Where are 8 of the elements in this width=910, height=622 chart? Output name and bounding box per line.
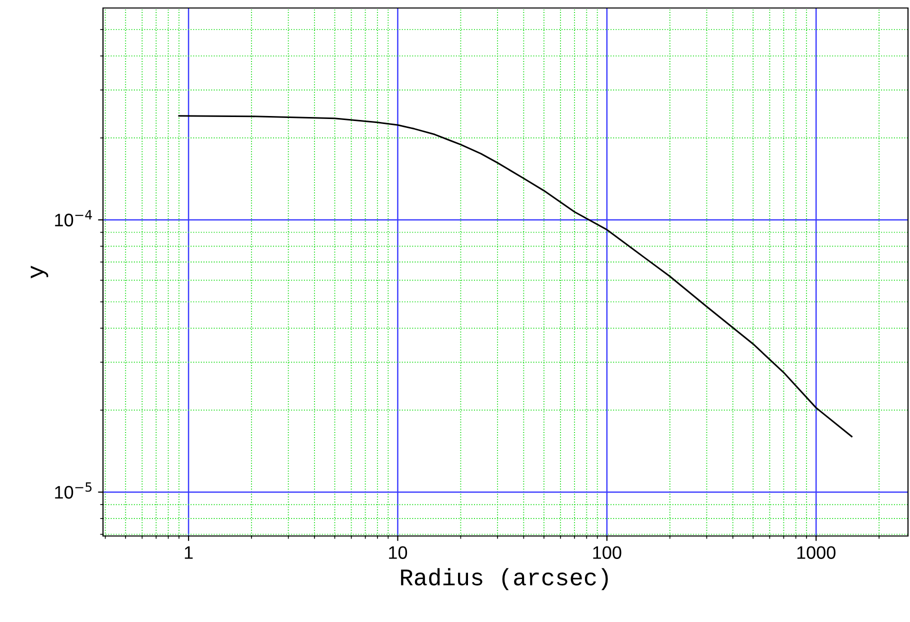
y-tick-label: 10$^{−5}$	[55, 482, 92, 499]
x-tick-label: 1	[184, 546, 193, 559]
x-tick-label: 10	[389, 546, 408, 559]
y-tick-label: 10$^{−4}$	[55, 210, 92, 226]
y-axis-title: y	[30, 266, 48, 278]
x-tick-label: 1000	[797, 546, 836, 559]
x-axis-title: Radius (arcsec)	[401, 568, 608, 590]
x-tick-label: 100	[593, 546, 622, 559]
